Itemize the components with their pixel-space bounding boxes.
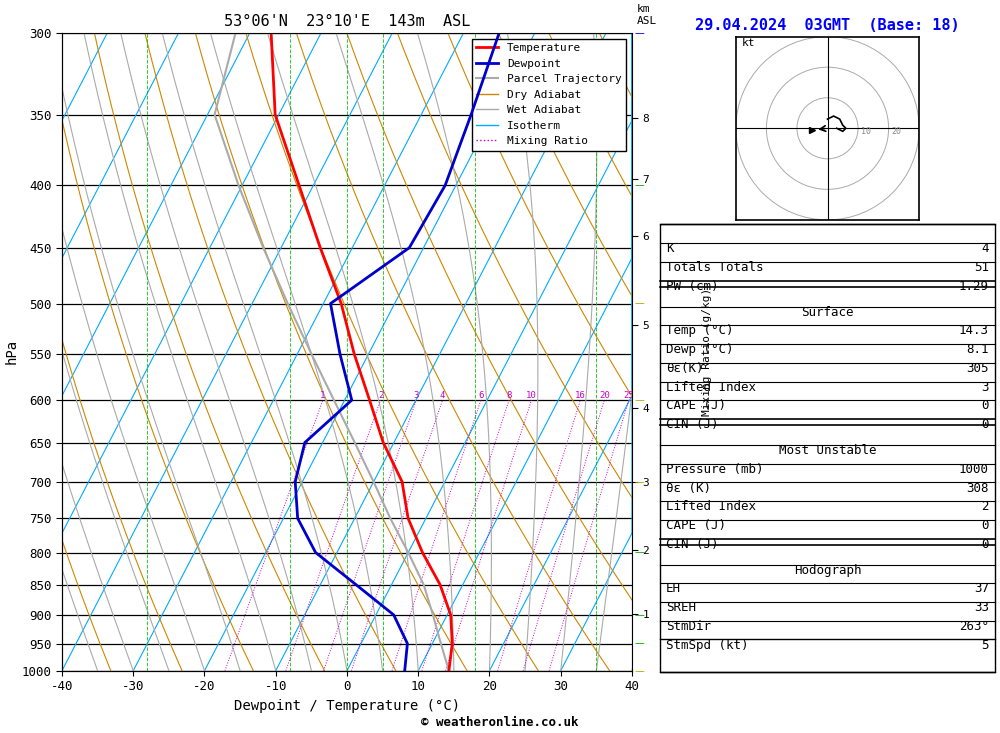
Text: Temp (°C): Temp (°C) [666, 325, 734, 337]
Text: Mixing Ratio (g/kg): Mixing Ratio (g/kg) [702, 288, 712, 416]
Text: 4: 4 [440, 391, 445, 400]
Legend: Temperature, Dewpoint, Parcel Trajectory, Dry Adiabat, Wet Adiabat, Isotherm, Mi: Temperature, Dewpoint, Parcel Trajectory… [472, 39, 626, 151]
Text: StmSpd (kt): StmSpd (kt) [666, 638, 748, 652]
Text: 305: 305 [967, 362, 989, 375]
Text: Surface: Surface [801, 306, 854, 319]
Text: 2: 2 [982, 500, 989, 513]
Text: —: — [635, 610, 645, 620]
Text: km
ASL: km ASL [637, 4, 657, 26]
Text: CAPE (J): CAPE (J) [666, 519, 726, 532]
Text: 5: 5 [982, 638, 989, 652]
Text: Dewp (°C): Dewp (°C) [666, 343, 734, 356]
Text: 10: 10 [861, 128, 871, 136]
Text: K: K [666, 242, 674, 255]
Text: Lifted Index: Lifted Index [666, 380, 756, 394]
Text: 29.04.2024  03GMT  (Base: 18): 29.04.2024 03GMT (Base: 18) [695, 18, 960, 33]
Text: 6: 6 [478, 391, 484, 400]
Text: 33: 33 [974, 601, 989, 614]
Text: —: — [635, 666, 645, 676]
Text: 1: 1 [320, 391, 326, 400]
Text: CIN (J): CIN (J) [666, 537, 718, 550]
Title: 53°06'N  23°10'E  143m  ASL: 53°06'N 23°10'E 143m ASL [224, 14, 470, 29]
Text: 10: 10 [526, 391, 537, 400]
Text: —: — [635, 548, 645, 558]
Text: —: — [635, 476, 645, 487]
Text: 20: 20 [892, 128, 902, 136]
Text: 16: 16 [575, 391, 586, 400]
Text: 51: 51 [974, 261, 989, 274]
Text: 20: 20 [599, 391, 610, 400]
Text: 3: 3 [414, 391, 419, 400]
Text: 25: 25 [623, 391, 634, 400]
Text: © weatheronline.co.uk: © weatheronline.co.uk [421, 716, 579, 729]
Text: 14.3: 14.3 [959, 325, 989, 337]
Text: —: — [635, 638, 645, 649]
Text: 263°: 263° [959, 620, 989, 633]
X-axis label: Dewpoint / Temperature (°C): Dewpoint / Temperature (°C) [234, 699, 460, 713]
Text: StmDir: StmDir [666, 620, 711, 633]
Text: —: — [635, 28, 645, 38]
Text: 0: 0 [982, 519, 989, 532]
Text: SREH: SREH [666, 601, 696, 614]
Text: 1.29: 1.29 [959, 279, 989, 292]
Text: θε (K): θε (K) [666, 482, 711, 495]
Text: θε(K): θε(K) [666, 362, 704, 375]
Text: 0: 0 [982, 399, 989, 412]
Text: kt: kt [742, 38, 755, 48]
Text: —: — [635, 180, 645, 191]
Text: 4: 4 [982, 242, 989, 255]
Text: 0: 0 [982, 418, 989, 431]
Text: CIN (J): CIN (J) [666, 418, 718, 431]
Text: 3: 3 [982, 380, 989, 394]
Text: 8.1: 8.1 [967, 343, 989, 356]
Text: —: — [635, 395, 645, 405]
Text: 8: 8 [506, 391, 512, 400]
Text: 2: 2 [378, 391, 383, 400]
Text: 0: 0 [982, 537, 989, 550]
Text: CAPE (J): CAPE (J) [666, 399, 726, 412]
Text: Lifted Index: Lifted Index [666, 500, 756, 513]
Text: Totals Totals: Totals Totals [666, 261, 764, 274]
Text: Hodograph: Hodograph [794, 564, 861, 577]
Text: 1000: 1000 [959, 463, 989, 476]
Text: —: — [635, 298, 645, 309]
Text: Pressure (mb): Pressure (mb) [666, 463, 764, 476]
Text: 308: 308 [967, 482, 989, 495]
Text: 37: 37 [974, 583, 989, 595]
Y-axis label: hPa: hPa [5, 339, 19, 364]
Text: PW (cm): PW (cm) [666, 279, 718, 292]
Text: Most Unstable: Most Unstable [779, 444, 876, 457]
Text: EH: EH [666, 583, 681, 595]
